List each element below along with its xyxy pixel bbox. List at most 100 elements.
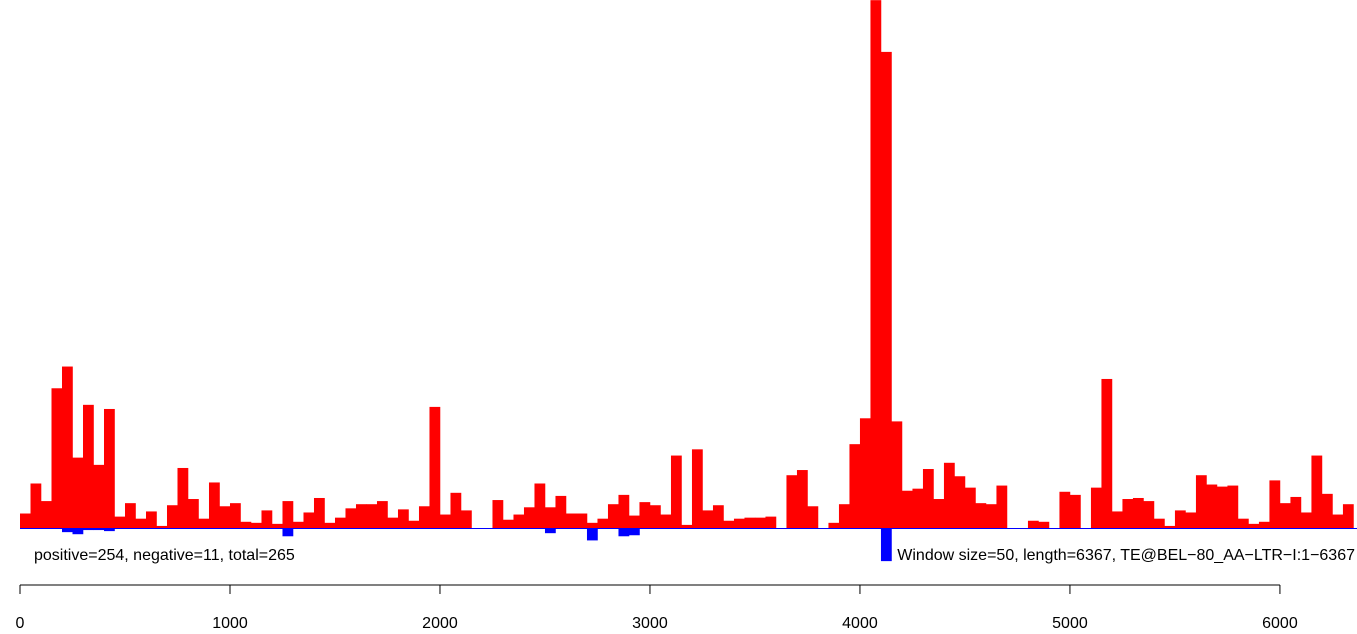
positive-bar bbox=[229, 503, 241, 528]
negative-bar bbox=[628, 528, 640, 536]
positive-bar bbox=[1090, 487, 1102, 528]
positive-bar bbox=[702, 510, 714, 528]
positive-bar bbox=[649, 505, 661, 528]
positive-bar bbox=[723, 520, 735, 528]
positive-bar bbox=[145, 511, 157, 528]
positive-bar bbox=[1143, 501, 1155, 528]
positive-bar bbox=[1122, 499, 1134, 528]
positive-bar bbox=[1027, 520, 1039, 528]
positive-bar bbox=[1101, 378, 1113, 528]
positive-bar bbox=[1195, 475, 1207, 528]
positive-bar bbox=[1153, 518, 1165, 528]
positive-bar bbox=[334, 517, 346, 528]
negative-bar bbox=[72, 528, 84, 535]
positive-bar bbox=[1132, 497, 1144, 528]
positive-bar bbox=[712, 505, 724, 528]
positive-bar bbox=[880, 51, 892, 529]
positive-bar bbox=[1206, 484, 1218, 528]
positive-bar bbox=[1342, 504, 1354, 528]
positive-bar bbox=[156, 525, 168, 528]
positive-bar bbox=[397, 509, 409, 528]
positive-bar bbox=[1332, 514, 1344, 528]
positive-bar bbox=[838, 504, 850, 528]
positive-bar bbox=[523, 507, 535, 528]
positive-bar bbox=[912, 488, 924, 528]
negative-bar bbox=[618, 528, 630, 537]
positive-bar bbox=[1038, 521, 1050, 528]
negative-bar bbox=[282, 528, 294, 537]
x-axis: 0 1000 2000 3000 4000 5000 6000 bbox=[16, 584, 1298, 632]
positive-bar bbox=[1069, 494, 1081, 528]
x-tick-label: 3000 bbox=[632, 615, 668, 632]
positive-bar bbox=[355, 504, 367, 528]
negative-bar bbox=[61, 528, 73, 533]
negative-bar bbox=[586, 528, 598, 541]
positive-bar bbox=[135, 518, 147, 528]
positive-bar bbox=[975, 503, 987, 528]
x-tick-label: 0 bbox=[16, 615, 25, 632]
positive-bar bbox=[93, 464, 105, 528]
positive-bar bbox=[1321, 493, 1333, 528]
positive-bar bbox=[250, 522, 262, 528]
x-tick-label: 5000 bbox=[1052, 615, 1088, 632]
negative-bar bbox=[103, 528, 115, 532]
positive-bar bbox=[565, 513, 577, 528]
positive-bar bbox=[534, 483, 546, 528]
read-count-annotation: positive=254, negative=11, total=265 bbox=[34, 547, 295, 564]
positive-bar bbox=[1311, 455, 1323, 528]
positive-bar bbox=[607, 504, 619, 528]
positive-bar bbox=[828, 522, 840, 528]
positive-bar bbox=[586, 522, 598, 528]
positive-bar bbox=[103, 408, 115, 528]
positive-bar bbox=[765, 516, 777, 528]
positive-bar bbox=[261, 510, 273, 528]
positive-bar bbox=[1216, 486, 1228, 528]
positive-bar bbox=[681, 524, 693, 528]
positive-bar bbox=[901, 490, 913, 528]
positive-bar bbox=[786, 475, 798, 528]
positive-bar bbox=[891, 421, 903, 528]
positive-bar bbox=[943, 462, 955, 528]
positive-bar bbox=[366, 504, 378, 528]
positive-bar bbox=[691, 449, 703, 528]
positive-bar bbox=[754, 517, 766, 528]
positive-bar bbox=[177, 467, 189, 528]
positive-bar bbox=[1269, 480, 1281, 528]
positive-bar bbox=[40, 501, 52, 528]
positive-bar bbox=[450, 492, 462, 528]
positive-bars bbox=[20, 0, 1354, 529]
positive-bar bbox=[555, 495, 567, 528]
positive-bar bbox=[733, 518, 745, 528]
positive-bar bbox=[849, 444, 861, 528]
positive-bar bbox=[513, 514, 525, 528]
positive-bar bbox=[1185, 512, 1197, 528]
positive-bar bbox=[922, 469, 934, 528]
positive-bar bbox=[744, 517, 756, 528]
positive-bar bbox=[1300, 512, 1312, 528]
positive-bar bbox=[387, 517, 399, 528]
negative-bar bbox=[880, 528, 892, 562]
positive-bar bbox=[82, 404, 94, 528]
positive-bar bbox=[324, 522, 336, 528]
positive-bar bbox=[198, 518, 210, 528]
negative-bar bbox=[544, 528, 556, 534]
positive-bar bbox=[628, 515, 640, 528]
window-info-annotation: Window size=50, length=6367, TE@BEL−80_A… bbox=[897, 547, 1355, 564]
positive-bar bbox=[660, 514, 672, 528]
positive-bar bbox=[954, 476, 966, 528]
positive-bar bbox=[114, 516, 126, 528]
x-tick-label: 4000 bbox=[842, 615, 878, 632]
positive-bar bbox=[670, 455, 682, 528]
positive-bar bbox=[639, 502, 651, 528]
positive-bar bbox=[597, 518, 609, 528]
positive-bar bbox=[502, 519, 514, 528]
negative-bars bbox=[20, 528, 1357, 562]
positive-bar bbox=[1227, 485, 1239, 528]
x-tick-label: 2000 bbox=[422, 615, 458, 632]
positive-bar bbox=[219, 506, 231, 528]
negative-bar bbox=[93, 528, 105, 531]
positive-bar bbox=[429, 406, 441, 528]
positive-bar bbox=[1059, 491, 1071, 528]
x-tick-label: 6000 bbox=[1262, 615, 1298, 632]
positive-bar bbox=[576, 513, 588, 528]
